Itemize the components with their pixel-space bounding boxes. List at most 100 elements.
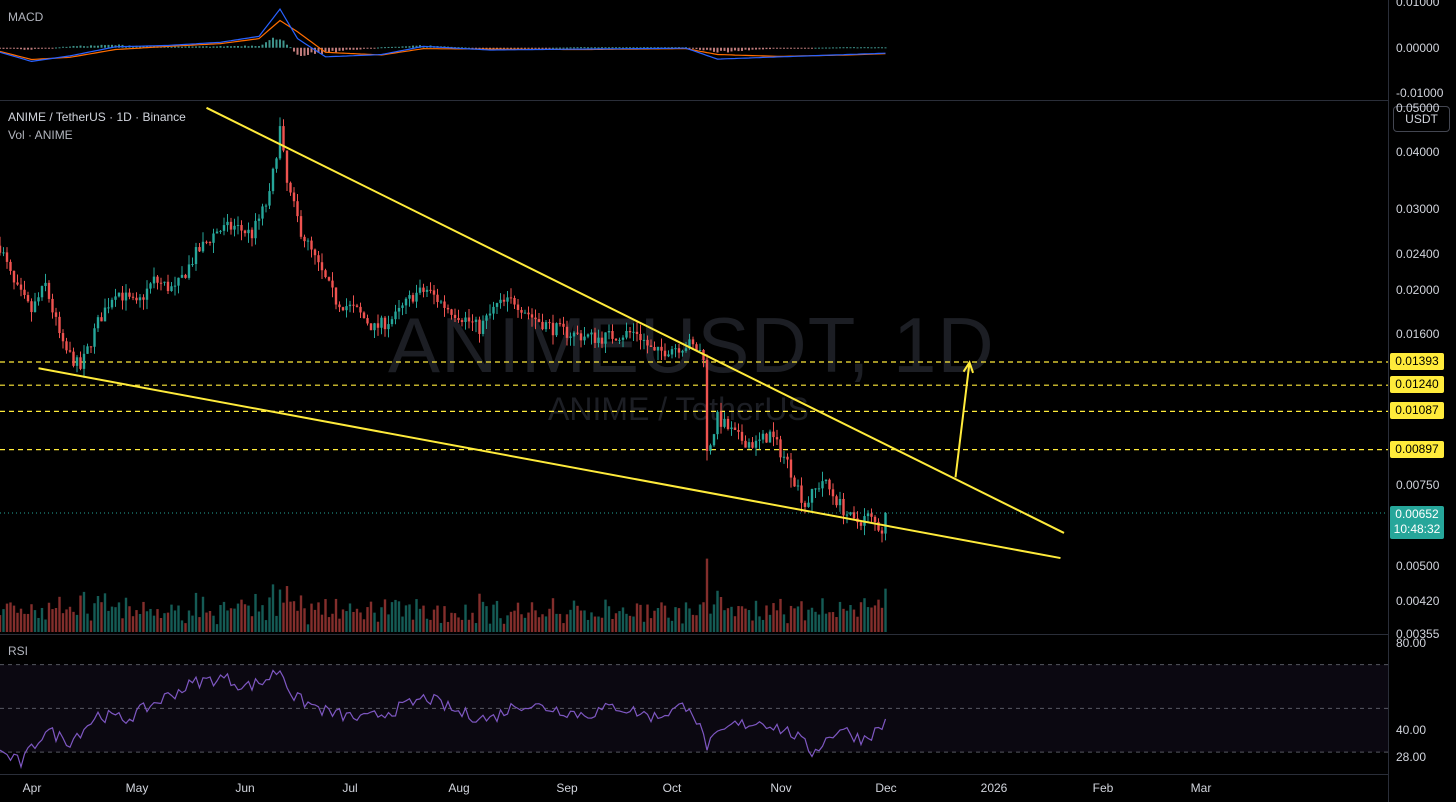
volume-bar <box>555 613 558 632</box>
volume-bar <box>61 613 65 632</box>
volume-bar <box>772 603 775 632</box>
candle-body <box>103 307 107 322</box>
candle-body <box>632 331 635 333</box>
volume-bar <box>866 607 870 632</box>
macd-histogram-bar <box>573 47 575 49</box>
candle-body <box>758 439 761 441</box>
macd-histogram-bar <box>370 47 372 49</box>
volume-bar <box>600 617 604 632</box>
macd-histogram-bar <box>496 47 498 49</box>
volume-bar <box>58 596 61 632</box>
candle-body <box>292 192 296 202</box>
volume-bar <box>170 604 173 632</box>
candle-body <box>68 350 72 352</box>
symbol-title[interactable]: ANIME / TetherUS · 1D · Binance <box>8 110 186 124</box>
macd-histogram-bar <box>233 46 236 48</box>
volume-bar <box>768 614 772 632</box>
macd-histogram-bar <box>83 46 85 48</box>
volume-bar <box>639 604 642 632</box>
candle-body <box>23 289 26 296</box>
macd-histogram-bar <box>884 47 887 49</box>
macd-histogram-bar <box>394 46 397 48</box>
candle-body <box>187 264 191 278</box>
macd-histogram-bar <box>769 47 771 50</box>
volume-bar <box>877 599 880 632</box>
macd-histogram-bar <box>566 47 568 49</box>
volume-bar <box>243 604 247 632</box>
macd-histogram-bar <box>296 47 299 55</box>
volume-bar <box>432 609 436 632</box>
macd-histogram-bar <box>748 47 750 51</box>
volume-bar <box>646 604 649 632</box>
volume-bar <box>425 618 429 632</box>
macd-histogram-bar <box>520 47 523 49</box>
macd-histogram-bar <box>877 47 880 49</box>
candle-body <box>5 252 9 262</box>
macd-histogram-bar <box>331 47 334 51</box>
candle-body <box>184 274 187 278</box>
macd-histogram-bar <box>597 47 600 49</box>
candle-body <box>198 247 201 252</box>
candle-body <box>425 289 429 292</box>
candle-body <box>264 205 268 207</box>
candle-body <box>499 299 502 304</box>
macd-histogram-bar <box>751 47 754 50</box>
macd-histogram-bar <box>142 45 145 48</box>
macd-histogram-bar <box>506 47 509 49</box>
macd-histogram-bar <box>86 46 89 48</box>
volume-bar <box>730 606 733 632</box>
volume-bar <box>96 596 100 632</box>
macd-histogram-bar <box>345 47 348 50</box>
volume-label: Vol · ANIME <box>8 128 73 142</box>
volume-bar <box>695 615 698 632</box>
macd-histogram-bar <box>639 47 642 49</box>
volume-bar <box>79 595 82 632</box>
macd-histogram-bar <box>93 45 96 48</box>
candle-body <box>390 319 394 325</box>
time-axis-tick: Sep <box>556 781 578 795</box>
candle-body <box>296 201 299 217</box>
volume-bar <box>884 588 887 632</box>
time-axis-tick: May <box>125 781 149 795</box>
volume-bar <box>415 599 418 632</box>
candle-body <box>754 440 758 448</box>
candle-body <box>170 286 173 292</box>
volume-bar <box>516 602 520 632</box>
volume-bar <box>387 614 390 632</box>
price-axis-tick: 0.02400 <box>1396 247 1440 261</box>
volume-bar <box>628 615 632 632</box>
macd-histogram-bar <box>534 47 537 49</box>
candle-body <box>72 351 75 366</box>
volume-bar <box>26 613 30 632</box>
candle-body <box>86 346 89 354</box>
candle-body <box>418 287 422 293</box>
volume-bar <box>478 593 481 632</box>
volume-bar <box>691 614 695 632</box>
candle-body <box>16 282 19 285</box>
macd-histogram-bar <box>275 39 278 48</box>
candle-body <box>796 485 800 487</box>
macd-histogram-bar <box>415 45 418 48</box>
macd-histogram-bar <box>408 46 411 48</box>
macd-histogram-bar <box>191 46 194 48</box>
price-level-tag: 0.01393 <box>1390 353 1444 370</box>
macd-histogram-bar <box>671 47 673 49</box>
volume-bar <box>250 616 254 632</box>
volume-bar <box>327 617 331 632</box>
volume-bar <box>142 601 145 632</box>
macd-histogram-bar <box>846 47 848 49</box>
macd-histogram-bar <box>181 46 183 48</box>
candle-body <box>586 334 590 337</box>
candle-body <box>849 512 852 515</box>
volume-bar <box>394 599 397 632</box>
volume-bar <box>635 603 639 632</box>
currency-button[interactable]: USDT <box>1393 106 1450 132</box>
candle-body <box>26 295 30 302</box>
volume-bar <box>702 602 705 632</box>
volume-bar <box>163 613 166 632</box>
volume-bar <box>723 610 726 632</box>
volume-bar <box>254 593 257 632</box>
candle-body <box>191 264 194 266</box>
candle-body <box>152 276 156 284</box>
